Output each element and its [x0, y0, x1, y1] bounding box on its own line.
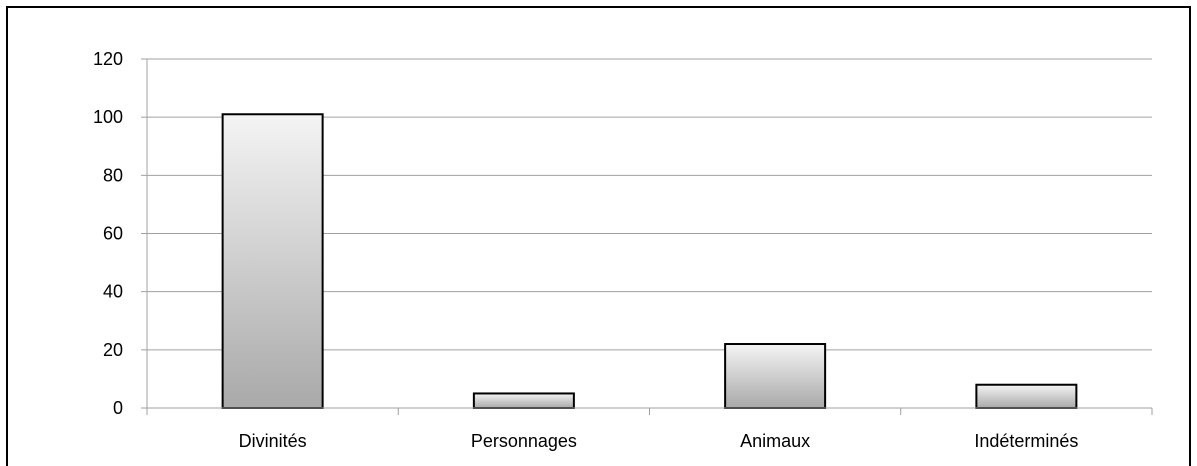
y-tick-label: 120 — [93, 49, 123, 69]
y-tick-label: 60 — [103, 224, 123, 244]
x-category-label: Divinités — [239, 431, 307, 451]
bar-0 — [221, 113, 324, 409]
y-tick-label: 20 — [103, 340, 123, 360]
y-tick-label: 40 — [103, 282, 123, 302]
y-axis-ticks: 0 20 40 60 80 100 120 — [93, 49, 148, 418]
x-category-label: Indéterminés — [974, 431, 1078, 451]
x-category-label: Animaux — [740, 431, 810, 451]
bars — [221, 113, 1078, 410]
x-category-label: Personnages — [471, 431, 577, 451]
y-tick-label: 80 — [103, 165, 123, 185]
x-axis: Divinités Personnages Animaux Indéterminés — [146, 407, 1153, 451]
bar-1 — [472, 392, 575, 410]
bar-2 — [724, 343, 827, 409]
y-tick-label: 100 — [93, 107, 123, 127]
bar-3 — [975, 383, 1078, 410]
y-tick-label: 0 — [113, 398, 123, 418]
